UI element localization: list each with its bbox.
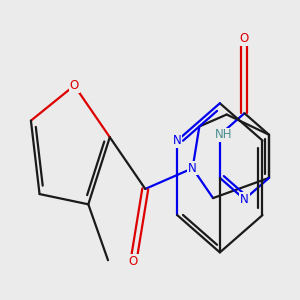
Text: O: O	[129, 255, 138, 268]
Text: O: O	[240, 32, 249, 45]
Text: N: N	[173, 134, 182, 147]
Text: N: N	[240, 193, 249, 206]
Text: NH: NH	[215, 128, 232, 141]
Text: O: O	[70, 79, 79, 92]
Text: N: N	[188, 162, 197, 175]
